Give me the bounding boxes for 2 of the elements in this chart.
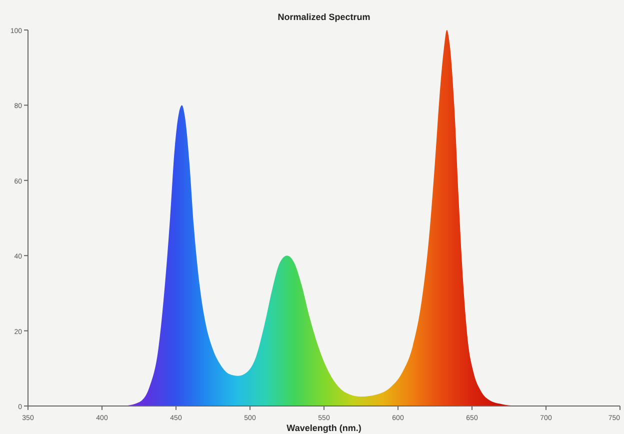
chart-title: Normalized Spectrum <box>278 12 370 22</box>
x-axis-title: Wavelength (nm.) <box>286 423 362 433</box>
